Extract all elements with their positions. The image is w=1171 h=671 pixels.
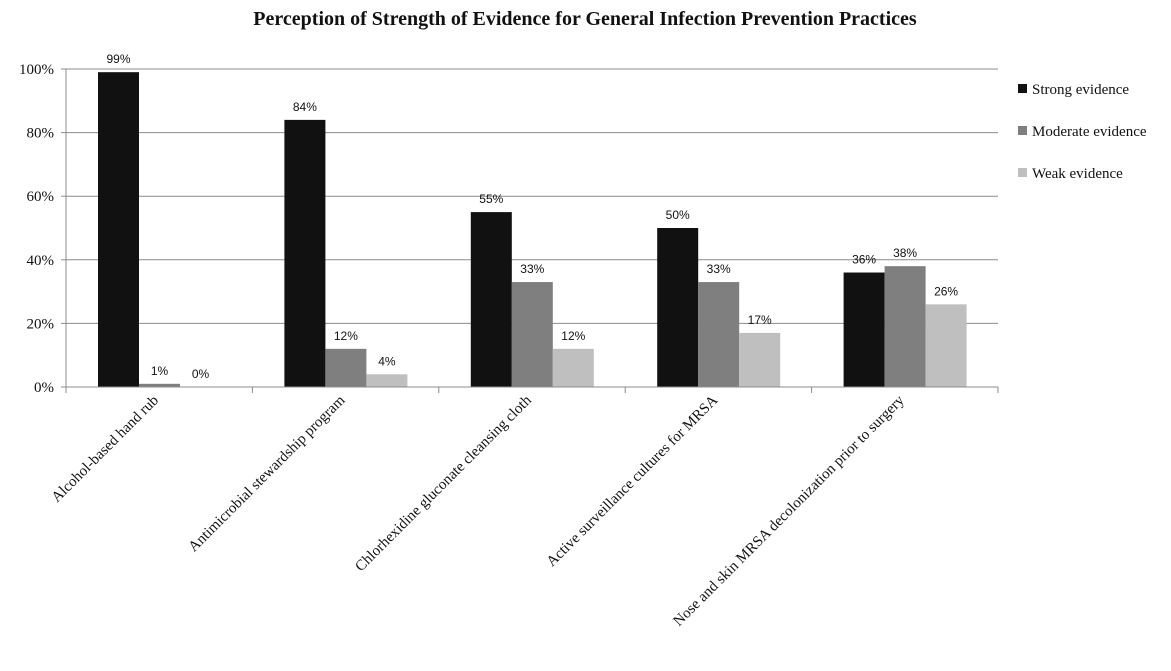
legend: Strong evidence Moderate evidence Weak evi… xyxy=(1018,82,1147,182)
data-label: 36% xyxy=(852,253,876,267)
y-axis: 0% 20% 40% 60% 80% 100% xyxy=(19,62,67,396)
bar-2-2 xyxy=(552,348,594,387)
bar-0-0 xyxy=(98,72,139,388)
data-label: 12% xyxy=(334,329,358,343)
data-label: 50% xyxy=(666,208,690,222)
legend-swatch xyxy=(1018,126,1027,135)
legend-swatch xyxy=(1018,84,1027,93)
legend-label: Strong evidence xyxy=(1032,82,1129,98)
data-label: 33% xyxy=(520,262,544,276)
bar-0-3 xyxy=(657,228,699,387)
bar-0-4 xyxy=(843,272,885,387)
x-category-label: Chlorhexidine gluconate cleansing cloth xyxy=(352,392,535,575)
bar-1-0 xyxy=(139,383,180,387)
x-category-label: Active surveillance cultures for MRSA xyxy=(544,392,722,570)
data-label: 26% xyxy=(934,284,958,298)
bar-2-3 xyxy=(739,332,781,387)
data-labels: 99% 1% 0% 84% 12% 4% 55% 33% 12% 50% 33% 17% 36% 38% 2… xyxy=(106,52,958,381)
data-label: 12% xyxy=(561,329,585,343)
data-label: 33% xyxy=(707,262,731,276)
data-label: 17% xyxy=(748,313,772,327)
data-label: 55% xyxy=(479,192,503,206)
y-tick-label: 60% xyxy=(27,189,55,205)
legend-label: Weak evidence xyxy=(1032,166,1123,182)
bar-1-4 xyxy=(884,266,926,387)
x-axis: Alcohol-based hand rub Antimicrobial stew… xyxy=(49,386,999,630)
bar-series xyxy=(98,72,967,388)
gridlines xyxy=(66,68,998,324)
legend-swatch xyxy=(1018,168,1027,177)
x-category-label: Nose and skin MRSA decolonization prior … xyxy=(671,392,908,629)
x-category-label: Antimicrobial stewardship program xyxy=(186,392,349,555)
data-label: 38% xyxy=(893,246,917,260)
y-tick-label: 0% xyxy=(34,380,54,396)
data-label: 84% xyxy=(293,100,317,114)
bar-0-2 xyxy=(470,212,512,387)
chart-title: Perception of Strength of Evidence for G… xyxy=(253,8,917,30)
bar-1-3 xyxy=(698,282,740,387)
y-tick-label: 100% xyxy=(19,62,54,78)
x-category-label: Alcohol-based hand rub xyxy=(49,393,162,506)
y-tick-label: 20% xyxy=(27,316,55,332)
legend-label: Moderate evidence xyxy=(1032,124,1147,140)
bar-1-2 xyxy=(511,282,553,387)
bar-2-1 xyxy=(366,374,408,387)
bar-1-1 xyxy=(325,348,367,387)
data-label: 99% xyxy=(106,52,130,66)
data-label: 4% xyxy=(378,354,396,368)
data-label: 0% xyxy=(192,367,210,381)
bar-2-4 xyxy=(925,304,967,387)
y-tick-label: 80% xyxy=(27,126,55,142)
data-label: 1% xyxy=(151,364,169,378)
y-tick-label: 40% xyxy=(27,253,55,269)
bar-0-1 xyxy=(284,119,326,387)
